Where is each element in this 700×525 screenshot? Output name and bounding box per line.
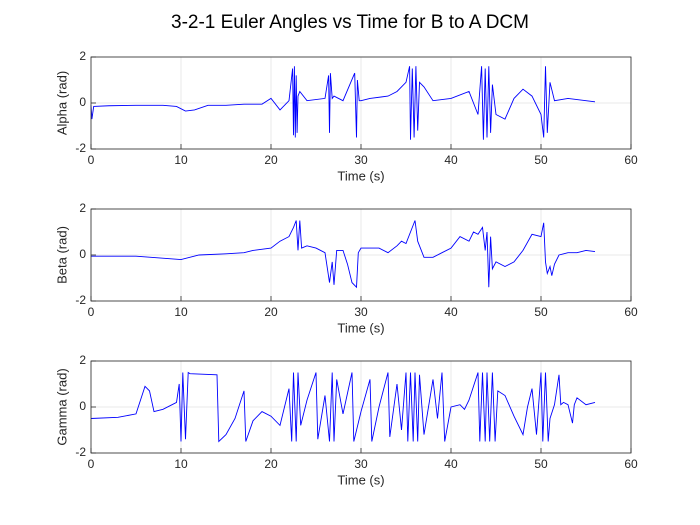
y-axis-label: Alpha (rad)	[54, 71, 69, 135]
x-tick-label: 40	[444, 305, 458, 319]
data-line	[90, 371, 596, 443]
x-tick-label: 30	[354, 457, 368, 471]
y-axis-label: Gamma (rad)	[54, 368, 69, 445]
x-tick-label: 0	[88, 153, 95, 167]
x-tick-label: 30	[354, 153, 368, 167]
y-tick-label: 2	[79, 353, 86, 367]
x-tick-label: 0	[88, 305, 95, 319]
y-tick-label: 2	[79, 49, 86, 63]
axes-box	[90, 208, 632, 302]
x-tick-label: 20	[264, 457, 278, 471]
y-axis-label: Beta (rad)	[54, 226, 69, 284]
data-line	[91, 220, 596, 289]
x-tick-label: 10	[174, 305, 188, 319]
x-tick-label: 20	[264, 153, 278, 167]
x-tick-label: 60	[624, 153, 638, 167]
x-tick-label: 60	[624, 457, 638, 471]
x-tick-label: 50	[534, 457, 548, 471]
x-tick-label: 10	[174, 457, 188, 471]
x-tick-label: 40	[444, 457, 458, 471]
y-tick-label: 0	[79, 95, 86, 109]
x-axis-label: Time (s)	[337, 472, 384, 487]
x-tick-label: 40	[444, 153, 458, 167]
y-tick-label: 2	[79, 201, 86, 215]
y-tick-label: 0	[79, 399, 86, 413]
x-axis-label: Time (s)	[337, 168, 384, 183]
y-tick-label: 0	[79, 247, 86, 261]
y-tick-label: -2	[75, 445, 86, 459]
x-tick-label: 10	[174, 153, 188, 167]
x-tick-label: 50	[534, 153, 548, 167]
axes-box	[90, 56, 632, 150]
x-axis-label: Time (s)	[337, 320, 384, 335]
x-tick-label: 30	[354, 305, 368, 319]
x-tick-label: 60	[624, 305, 638, 319]
figure-title: 3-2-1 Euler Angles vs Time for B to A DC…	[171, 12, 529, 33]
data-line	[90, 66, 596, 140]
y-tick-label: -2	[75, 141, 86, 155]
axes-box	[90, 360, 632, 454]
y-tick-label: -2	[75, 293, 86, 307]
x-tick-label: 50	[534, 305, 548, 319]
x-tick-label: 0	[88, 457, 95, 471]
x-tick-label: 20	[264, 305, 278, 319]
